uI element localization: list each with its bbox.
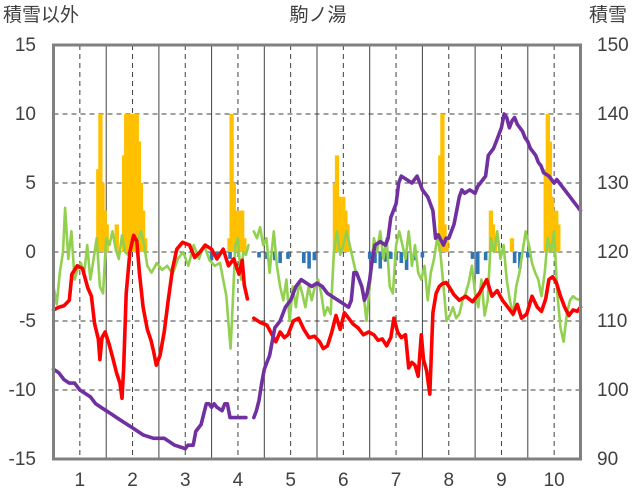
- negative-bar: [312, 252, 317, 261]
- negative-bar: [483, 252, 488, 261]
- precip-bar: [444, 238, 449, 252]
- negative-bar: [257, 252, 261, 258]
- red-line-series: [51, 233, 250, 401]
- y-right-tick-label: 140: [597, 104, 629, 125]
- y-left-tick-label: 5: [25, 173, 36, 194]
- y-right-tick-label: 120: [597, 242, 629, 263]
- negative-bar: [475, 252, 480, 275]
- precip-bar: [114, 224, 119, 252]
- precip-bar: [140, 210, 146, 252]
- y-left-tick-label: 10: [15, 104, 36, 125]
- x-tick-label: 6: [338, 470, 349, 491]
- negative-bar: [512, 252, 517, 264]
- snow-depth-series: [252, 112, 583, 420]
- negative-bar: [278, 252, 282, 264]
- x-tick-label: 5: [285, 470, 296, 491]
- green-line-series: [52, 206, 250, 350]
- x-tick-label: 4: [233, 470, 244, 491]
- negative-bar: [383, 252, 388, 262]
- negative-bar: [399, 252, 404, 264]
- negative-bar: [470, 252, 475, 259]
- y-left-tick-label: -10: [9, 380, 36, 401]
- precip-bar: [242, 238, 247, 252]
- negative-bar: [388, 252, 393, 259]
- negative-bar: [286, 252, 290, 259]
- plot-frame: [52, 43, 582, 461]
- y-right-tick-label: 110: [597, 311, 627, 332]
- y-right-tick-label: 100: [597, 380, 629, 401]
- negative-bar: [378, 252, 383, 269]
- y-left-tick-label: 15: [15, 35, 36, 56]
- precip-bar: [240, 210, 245, 252]
- negative-bar: [228, 252, 232, 259]
- x-tick-label: 1: [75, 470, 86, 491]
- negative-bar: [518, 252, 522, 269]
- negative-bar: [420, 252, 425, 258]
- negative-bar: [367, 252, 372, 259]
- tick-labels: 15 10 5 0 -5 -10 -15 150 140 130 120 110 100 90 1 2 3 4 5 6…: [9, 35, 629, 491]
- y-right-tick-label: 130: [597, 173, 629, 194]
- y-right-tick-label: 150: [597, 35, 629, 56]
- x-tick-label: 10: [544, 470, 565, 491]
- snow-depth-series: [51, 367, 248, 451]
- negative-bar: [209, 252, 214, 261]
- y-left-tick-label: -5: [19, 311, 36, 332]
- y-left-axis-label: 積雪以外: [3, 4, 79, 26]
- y-left-tick-label: 0: [25, 242, 36, 263]
- negative-bar: [307, 252, 311, 269]
- y-right-tick-label: 90: [597, 449, 618, 470]
- series-lines: [51, 112, 583, 451]
- negative-bar: [526, 252, 530, 258]
- precip-bar: [440, 114, 445, 252]
- negative-bar: [302, 252, 306, 264]
- precip-bar: [556, 224, 561, 252]
- x-tick-label: 3: [180, 470, 191, 491]
- x-tick-label: 8: [443, 470, 454, 491]
- y-left-tick-label: -15: [9, 449, 36, 470]
- precip-bar: [509, 238, 515, 252]
- negative-bar: [215, 252, 219, 257]
- x-tick-label: 2: [127, 470, 138, 491]
- x-tick-label: 7: [391, 470, 402, 491]
- chart-title: 駒ノ湯: [289, 4, 346, 26]
- x-tick-label: 9: [496, 470, 507, 491]
- negative-bar: [404, 252, 409, 270]
- red-line-series: [252, 275, 583, 396]
- y-right-axis-label: 積雪: [589, 4, 627, 26]
- negative-bar: [373, 252, 377, 264]
